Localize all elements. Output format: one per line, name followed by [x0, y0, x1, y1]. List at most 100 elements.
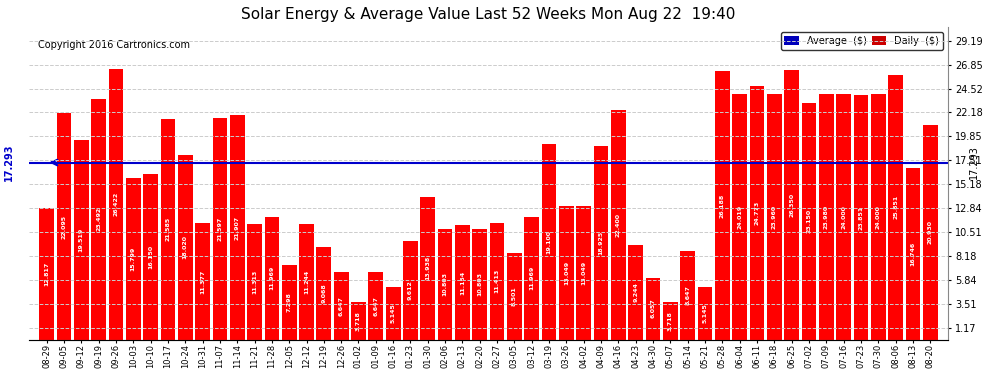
Text: 8.647: 8.647	[685, 285, 690, 305]
Bar	[871, 94, 886, 340]
Bar	[490, 223, 505, 340]
Text: 26.350: 26.350	[789, 193, 794, 217]
Text: 24.000: 24.000	[842, 205, 846, 229]
Bar	[663, 302, 678, 340]
Bar	[853, 95, 868, 340]
Text: 23.492: 23.492	[96, 207, 101, 231]
Text: 26.422: 26.422	[114, 192, 119, 216]
Text: Copyright 2016 Cartronics.com: Copyright 2016 Cartronics.com	[39, 40, 190, 50]
Text: 9.068: 9.068	[322, 284, 327, 303]
Bar	[819, 94, 834, 340]
Text: 17.293: 17.293	[4, 144, 14, 181]
Text: 10.803: 10.803	[443, 272, 447, 296]
Text: 21.585: 21.585	[165, 217, 170, 241]
Bar	[542, 144, 556, 340]
Bar	[645, 278, 660, 340]
Text: 11.969: 11.969	[269, 266, 274, 291]
Bar	[906, 168, 921, 340]
Bar	[178, 155, 193, 340]
Text: 16.746: 16.746	[911, 242, 916, 266]
Text: 23.851: 23.851	[858, 206, 863, 230]
Bar	[109, 69, 124, 340]
Bar	[282, 265, 297, 340]
Text: 22.400: 22.400	[616, 213, 621, 237]
Bar	[629, 245, 644, 340]
Text: 19.100: 19.100	[546, 230, 551, 254]
Bar	[351, 302, 366, 340]
Text: 24.773: 24.773	[754, 201, 759, 225]
Bar	[144, 174, 158, 340]
Text: 11.413: 11.413	[495, 269, 500, 293]
Text: 11.969: 11.969	[530, 266, 535, 291]
Text: 23.960: 23.960	[772, 205, 777, 229]
Text: 3.718: 3.718	[668, 310, 673, 330]
Bar	[837, 94, 851, 340]
Bar	[248, 224, 262, 340]
Text: 13.049: 13.049	[581, 261, 586, 285]
Text: 21.907: 21.907	[235, 215, 240, 240]
Text: 13.938: 13.938	[426, 256, 431, 280]
Text: 25.851: 25.851	[893, 195, 898, 219]
Text: 5.145: 5.145	[391, 303, 396, 323]
Text: 23.150: 23.150	[807, 209, 812, 233]
Bar	[317, 247, 332, 340]
Bar	[264, 217, 279, 340]
Text: 9.612: 9.612	[408, 280, 413, 300]
Bar	[299, 225, 314, 340]
Bar	[784, 70, 799, 340]
Text: 23.980: 23.980	[824, 205, 829, 229]
Text: 22.095: 22.095	[61, 214, 66, 238]
Text: 10.803: 10.803	[477, 272, 482, 296]
Text: 6.057: 6.057	[650, 299, 655, 318]
Bar	[403, 241, 418, 340]
Bar	[472, 229, 487, 340]
Bar	[611, 110, 626, 340]
Bar	[594, 146, 609, 340]
Bar	[126, 178, 141, 340]
Bar	[749, 86, 764, 340]
Text: 21.597: 21.597	[218, 217, 223, 241]
Bar	[455, 225, 470, 340]
Bar	[91, 99, 106, 340]
Text: 18.925: 18.925	[599, 231, 604, 255]
Text: 20.930: 20.930	[928, 220, 933, 245]
Bar	[74, 140, 89, 340]
Text: 24.000: 24.000	[876, 205, 881, 229]
Bar	[525, 217, 540, 340]
Text: 11.313: 11.313	[252, 270, 257, 294]
Text: 19.519: 19.519	[79, 228, 84, 252]
Bar	[802, 102, 817, 340]
Text: 16.150: 16.150	[148, 245, 153, 269]
Text: 8.501: 8.501	[512, 286, 517, 306]
Text: 24.019: 24.019	[738, 205, 742, 229]
Bar	[576, 206, 591, 340]
Bar	[698, 287, 713, 340]
Bar	[160, 118, 175, 340]
Bar	[230, 115, 245, 340]
Text: 3.718: 3.718	[356, 310, 361, 330]
Bar	[421, 197, 436, 340]
Bar	[386, 287, 401, 340]
Text: 17.293: 17.293	[968, 146, 978, 180]
Bar	[334, 272, 348, 340]
Text: 15.799: 15.799	[131, 247, 136, 271]
Text: 11.154: 11.154	[460, 270, 465, 295]
Text: 7.298: 7.298	[287, 292, 292, 312]
Text: 6.647: 6.647	[339, 296, 344, 315]
Bar	[733, 94, 747, 340]
Bar	[767, 94, 782, 340]
Text: 26.188: 26.188	[720, 194, 725, 217]
Bar	[195, 223, 210, 340]
Text: 5.145: 5.145	[703, 303, 708, 323]
Bar	[213, 118, 228, 340]
Text: 18.020: 18.020	[183, 236, 188, 260]
Bar	[438, 229, 452, 340]
Bar	[559, 206, 574, 340]
Bar	[56, 113, 71, 340]
Text: 11.377: 11.377	[200, 269, 205, 294]
Text: 13.049: 13.049	[564, 261, 569, 285]
Bar	[40, 209, 54, 340]
Text: 6.647: 6.647	[373, 296, 378, 315]
Bar	[715, 72, 730, 340]
Bar	[368, 272, 383, 340]
